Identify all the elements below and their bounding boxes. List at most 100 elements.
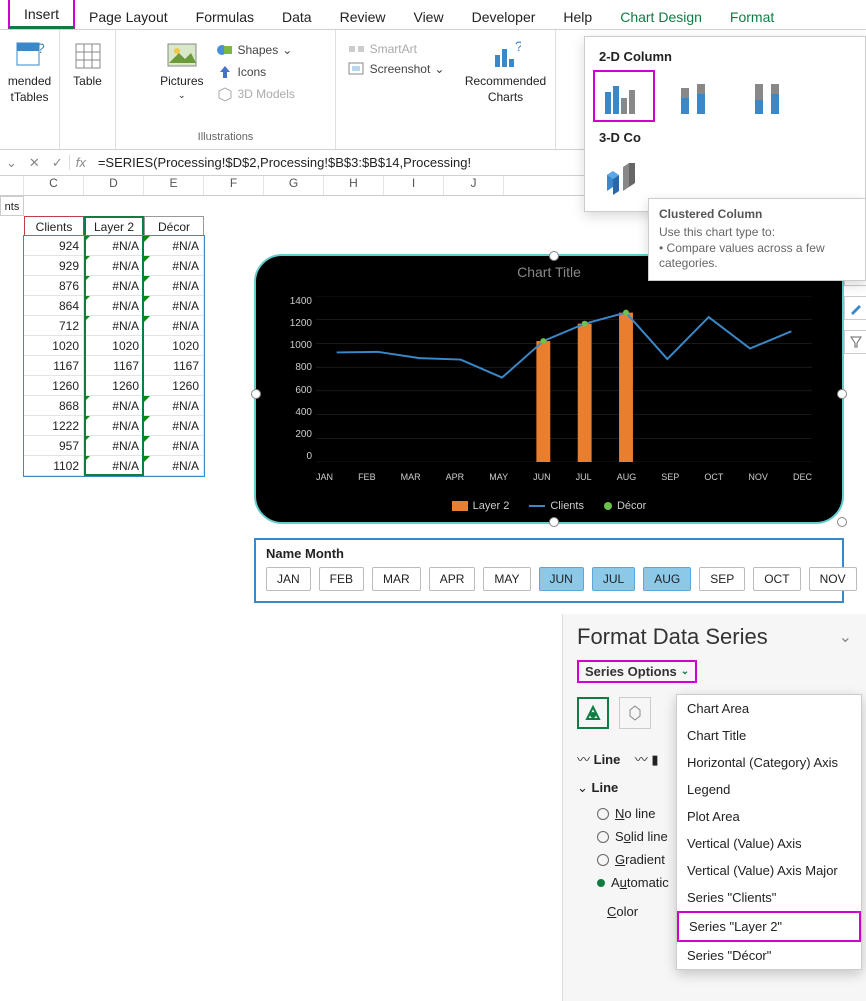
cell[interactable]: #N/A: [84, 316, 144, 336]
cell[interactable]: #N/A: [144, 276, 204, 296]
popup-series-clients[interactable]: Series "Clients": [677, 884, 861, 911]
popup-series-layer2[interactable]: Series "Layer 2": [677, 911, 861, 942]
col-i[interactable]: I: [384, 176, 444, 195]
slicer-item-feb[interactable]: FEB: [319, 567, 364, 591]
slicer-item-jun[interactable]: JUN: [539, 567, 584, 591]
popup-chart-title[interactable]: Chart Title: [677, 722, 861, 749]
col-j[interactable]: J: [444, 176, 504, 195]
cell[interactable]: 1167: [84, 356, 144, 376]
series-options-dropdown[interactable]: Series Options ⌄: [577, 660, 697, 683]
cell[interactable]: #N/A: [84, 296, 144, 316]
cell[interactable]: 876: [24, 276, 84, 296]
plot-area[interactable]: [316, 296, 812, 462]
cell[interactable]: #N/A: [144, 396, 204, 416]
stacked-column-thumb[interactable]: [673, 76, 723, 116]
cell[interactable]: #N/A: [144, 436, 204, 456]
chevron-down-icon[interactable]: ⌄: [839, 627, 852, 647]
name-box[interactable]: ⌄: [0, 155, 23, 171]
cell[interactable]: #N/A: [84, 256, 144, 276]
screenshot-button[interactable]: Screenshot ⌄: [348, 60, 445, 78]
chart-filters-button[interactable]: [844, 330, 866, 354]
cell[interactable]: #N/A: [84, 416, 144, 436]
slicer-item-apr[interactable]: APR: [429, 567, 476, 591]
cell[interactable]: 924: [24, 236, 84, 256]
tab-help[interactable]: Help: [549, 3, 606, 29]
col-d[interactable]: D: [84, 176, 144, 195]
slicer-item-may[interactable]: MAY: [483, 567, 530, 591]
popup-plot-area[interactable]: Plot Area: [677, 803, 861, 830]
popup-v-axis-major[interactable]: Vertical (Value) Axis Major: [677, 857, 861, 884]
cell[interactable]: 1167: [144, 356, 204, 376]
tab-review[interactable]: Review: [326, 3, 400, 29]
100-stacked-column-thumb[interactable]: [747, 76, 797, 116]
slicer-item-mar[interactable]: MAR: [372, 567, 421, 591]
tab-formulas[interactable]: Formulas: [182, 3, 268, 29]
recommended-charts-button[interactable]: ? Recommended Charts: [461, 38, 550, 106]
cell[interactable]: 1020: [84, 336, 144, 356]
tab-view[interactable]: View: [399, 3, 457, 29]
cell[interactable]: #N/A: [84, 276, 144, 296]
cell[interactable]: 868: [24, 396, 84, 416]
cell[interactable]: 957: [24, 436, 84, 456]
cell[interactable]: #N/A: [144, 416, 204, 436]
embedded-chart[interactable]: Chart Title 1400120010008006004002000 JA…: [254, 254, 844, 524]
icons-button[interactable]: Icons: [216, 62, 295, 82]
tab-chart-design[interactable]: Chart Design: [606, 3, 716, 29]
popup-chart-area[interactable]: Chart Area: [677, 695, 861, 722]
month-slicer[interactable]: Name Month JANFEBMARAPRMAYJUNJULAUGSEPOC…: [254, 538, 844, 603]
tab-developer[interactable]: Developer: [458, 3, 550, 29]
cancel-icon[interactable]: ✕: [23, 155, 46, 171]
cell[interactable]: #N/A: [144, 236, 204, 256]
cell[interactable]: #N/A: [84, 236, 144, 256]
cell[interactable]: #N/A: [84, 436, 144, 456]
pivot-tables-button[interactable]: ? mended tTables: [4, 38, 55, 106]
col-c[interactable]: C: [24, 176, 84, 195]
cell[interactable]: #N/A: [144, 256, 204, 276]
popup-v-axis[interactable]: Vertical (Value) Axis: [677, 830, 861, 857]
pictures-button[interactable]: Pictures ⌄: [156, 38, 207, 103]
popup-legend[interactable]: Legend: [677, 776, 861, 803]
cell[interactable]: #N/A: [144, 316, 204, 336]
chart-legend[interactable]: Layer 2 Clients Décor: [256, 500, 842, 512]
cell[interactable]: 712: [24, 316, 84, 336]
slicer-item-nov[interactable]: NOV: [809, 567, 857, 591]
slicer-item-jul[interactable]: JUL: [592, 567, 635, 591]
slicer-item-oct[interactable]: OCT: [753, 567, 800, 591]
cell[interactable]: 1020: [144, 336, 204, 356]
cell[interactable]: 1020: [24, 336, 84, 356]
smartart-button[interactable]: SmartArt: [348, 40, 445, 58]
3d-models-button[interactable]: 3D Models: [216, 84, 295, 104]
tab-insert[interactable]: Insert: [8, 0, 75, 29]
shapes-button[interactable]: Shapes ⌄: [216, 40, 295, 60]
cell[interactable]: 1260: [144, 376, 204, 396]
legend-decor[interactable]: Décor: [604, 500, 646, 512]
legend-clients[interactable]: Clients: [529, 500, 584, 512]
accept-icon[interactable]: ✓: [46, 155, 69, 171]
cell[interactable]: 1222: [24, 416, 84, 436]
tab-data[interactable]: Data: [268, 3, 326, 29]
popup-series-decor[interactable]: Series "Décor": [677, 942, 861, 969]
col-e[interactable]: E: [144, 176, 204, 195]
cell[interactable]: 1167: [24, 356, 84, 376]
clustered-column-thumb[interactable]: [599, 76, 649, 116]
3d-clustered-thumb[interactable]: [599, 157, 649, 197]
slicer-item-sep[interactable]: SEP: [699, 567, 745, 591]
col-g[interactable]: G: [264, 176, 324, 195]
cell[interactable]: 929: [24, 256, 84, 276]
effects-icon[interactable]: [619, 697, 651, 729]
cell[interactable]: 864: [24, 296, 84, 316]
chart-styles-button[interactable]: [844, 296, 866, 320]
tab-page-layout[interactable]: Page Layout: [75, 3, 182, 29]
cell[interactable]: #N/A: [144, 296, 204, 316]
fx-label[interactable]: fx: [69, 155, 92, 170]
cell[interactable]: #N/A: [84, 396, 144, 416]
slicer-item-aug[interactable]: AUG: [643, 567, 691, 591]
cell[interactable]: #N/A: [144, 456, 204, 476]
col-h[interactable]: H: [324, 176, 384, 195]
col-f[interactable]: F: [204, 176, 264, 195]
table-button[interactable]: Table: [68, 38, 108, 90]
popup-h-axis[interactable]: Horizontal (Category) Axis: [677, 749, 861, 776]
cell[interactable]: 1102: [24, 456, 84, 476]
legend-layer2[interactable]: Layer 2: [452, 500, 510, 512]
cell[interactable]: 1260: [24, 376, 84, 396]
